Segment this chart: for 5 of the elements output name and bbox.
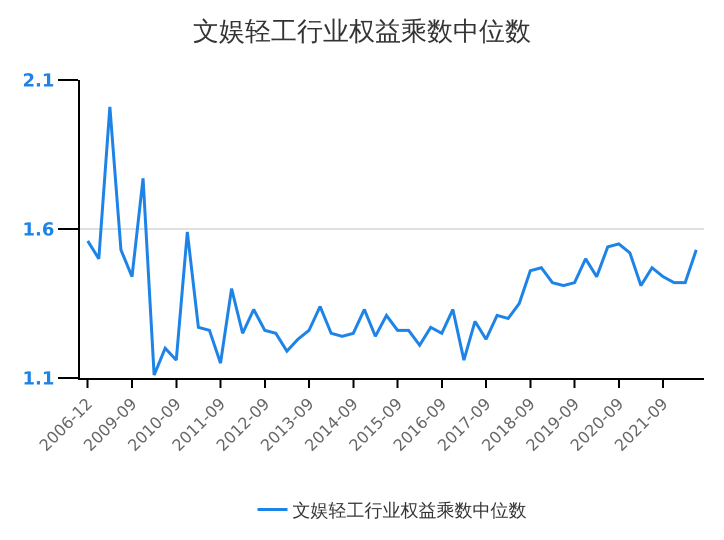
y-tick-label: 1.6	[22, 219, 54, 240]
chart-title: 文娱轻工行业权益乘数中位数	[193, 16, 531, 47]
y-tick-label: 2.1	[22, 70, 54, 92]
legend-label: 文娱轻工行业权益乘数中位数	[292, 500, 526, 522]
y-tick-label: 1.1	[22, 368, 54, 390]
